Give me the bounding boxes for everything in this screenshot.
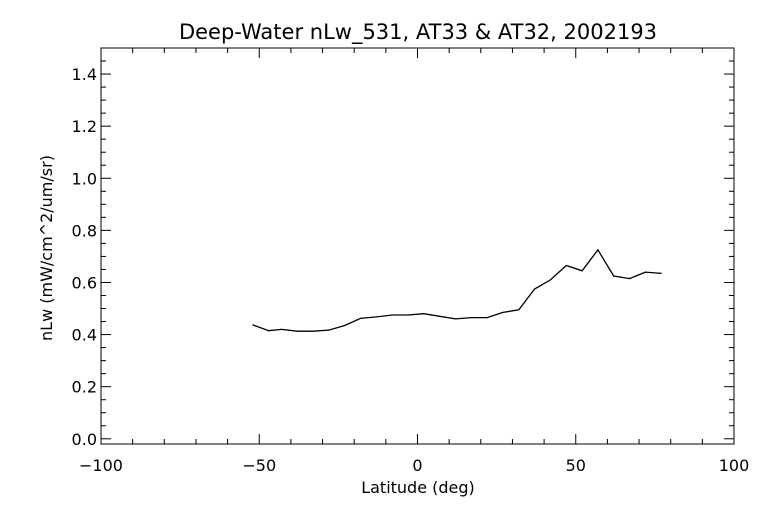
data-point	[660, 272, 662, 274]
y-tick-label: 1.0	[72, 169, 97, 188]
data-point	[391, 314, 393, 316]
x-tick-labels: −100 −50 0 50 100	[79, 456, 749, 475]
data-point	[296, 330, 298, 332]
data-point	[312, 330, 314, 332]
data-point	[597, 249, 599, 251]
data-point	[628, 277, 631, 280]
x-tick-label: 100	[719, 456, 750, 475]
plot-frame	[100, 47, 735, 445]
x-tick-label: −50	[242, 456, 276, 475]
data-point	[581, 270, 583, 272]
series-group	[252, 248, 662, 332]
x-tick-label: 50	[566, 456, 586, 475]
data-point	[359, 317, 362, 320]
data-point	[375, 316, 377, 318]
data-point	[439, 315, 441, 317]
data-point	[470, 317, 472, 319]
x-axis-label: Latitude (deg)	[361, 478, 475, 497]
data-point	[534, 288, 536, 290]
series-line	[252, 248, 662, 332]
data-point	[502, 311, 504, 314]
y-tick-label: 1.2	[72, 117, 97, 136]
data-point	[423, 313, 425, 315]
x-tick-label: 0	[412, 456, 422, 475]
y-tick-label: 0.2	[72, 378, 97, 397]
axis-ticks	[100, 48, 735, 444]
y-tick-label: 0.4	[72, 326, 97, 345]
y-tick-label: 0.0	[72, 430, 97, 449]
y-tick-label: 1.4	[72, 65, 97, 84]
data-point	[454, 318, 457, 320]
data-point	[518, 309, 520, 311]
x-tick-label: −100	[79, 456, 123, 475]
data-point	[252, 324, 254, 326]
data-point	[549, 279, 552, 281]
chart-title: Deep-Water nLw_531, AT33 & AT32, 2002193	[179, 20, 657, 45]
y-tick-labels: 0.0 0.2 0.4 0.6 0.8 1.0 1.2 1.4	[72, 65, 97, 449]
data-point	[613, 275, 615, 277]
data-point	[344, 324, 346, 327]
y-tick-label: 0.6	[72, 273, 97, 292]
data-point	[280, 328, 283, 330]
y-tick-label: 0.8	[72, 221, 97, 240]
data-point	[268, 330, 270, 332]
data-point	[328, 329, 330, 331]
data-point	[644, 271, 646, 273]
data-point	[565, 264, 567, 267]
y-axis-label: nLw (mW/cm^2/um/sr)	[37, 155, 56, 341]
data-point	[407, 314, 409, 316]
data-point	[486, 317, 488, 319]
